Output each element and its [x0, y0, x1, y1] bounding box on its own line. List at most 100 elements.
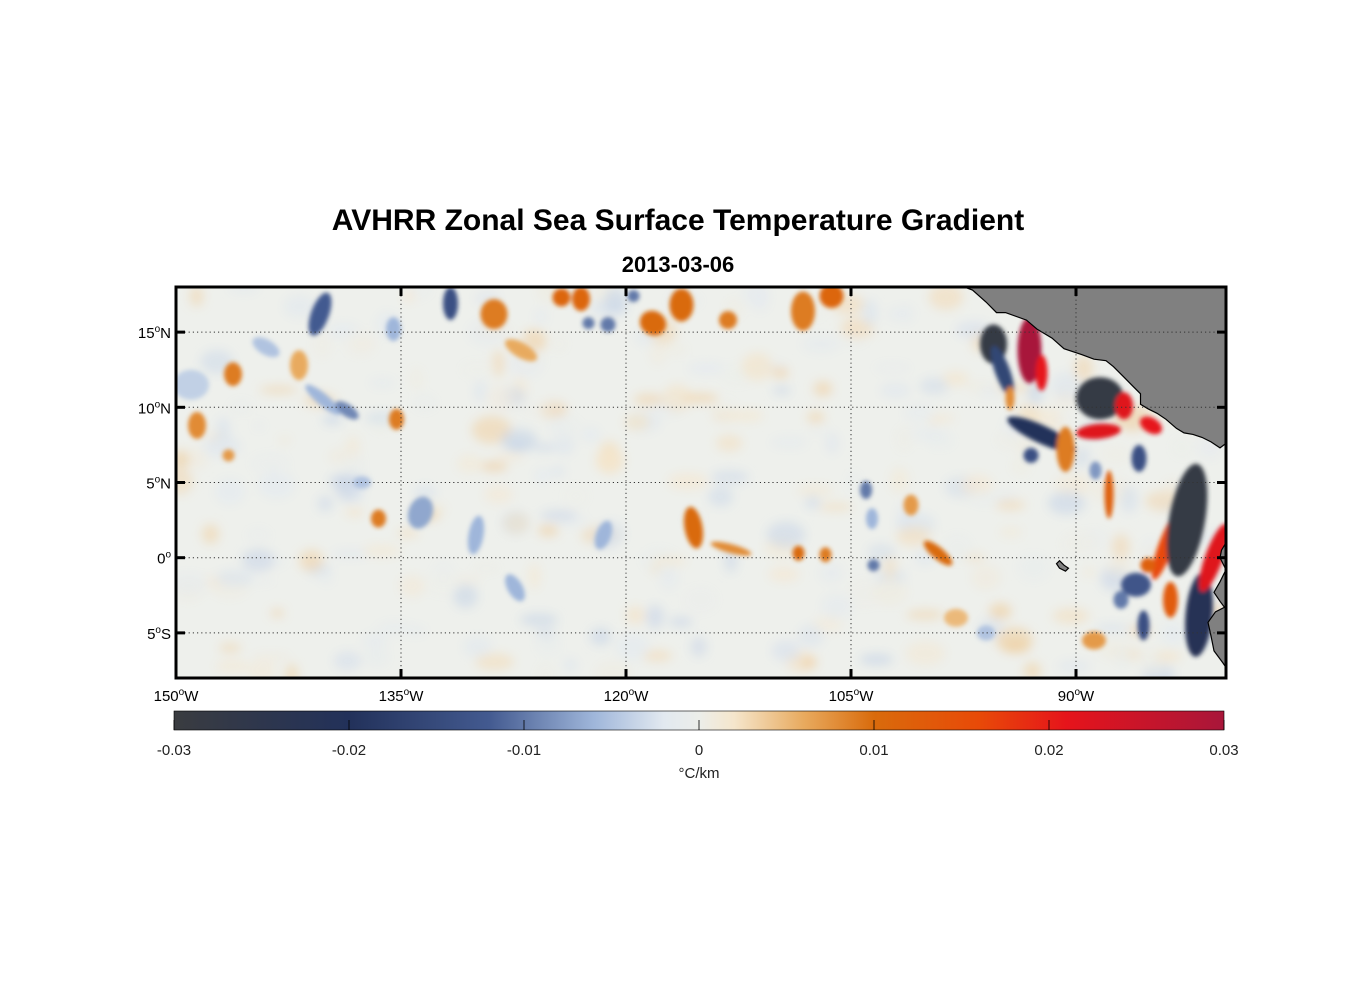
- gradient-feature: [1115, 392, 1133, 420]
- lon-label: 150oW: [154, 687, 200, 705]
- gradient-feature: [866, 508, 878, 530]
- gradient-feature: [819, 287, 844, 308]
- gradient-feature: [176, 369, 209, 400]
- gradient-feature: [1140, 557, 1156, 573]
- map-subtitle: 2013-03-06: [621, 252, 735, 277]
- gradient-features: [176, 287, 1226, 657]
- lat-label-hemisphere: S: [161, 626, 171, 643]
- lat-label-hemisphere: N: [160, 476, 171, 493]
- gradient-feature: [443, 287, 458, 320]
- gradient-feature: [1005, 386, 1015, 411]
- gradient-feature: [224, 362, 242, 387]
- gradient-feature: [990, 345, 1015, 397]
- gradient-feature: [1163, 581, 1178, 618]
- gradient-feature: [386, 317, 401, 342]
- lon-label-value: 105: [829, 688, 854, 705]
- colorbar-tick-label: -0.01: [507, 742, 541, 759]
- gradient-feature: [627, 290, 640, 302]
- graticule: [176, 287, 1226, 678]
- lat-label-hemisphere: N: [160, 325, 171, 342]
- colorbar-ticks: -0.03 -0.02 -0.01 0 0.01 0.02 0.03: [157, 720, 1239, 759]
- gradient-feature: [1121, 572, 1151, 597]
- lat-label: 15oN: [138, 324, 171, 342]
- gradient-feature: [252, 337, 280, 358]
- gradient-feature: [923, 540, 953, 566]
- degree-mark: o: [629, 687, 635, 698]
- degree-mark: o: [155, 399, 161, 410]
- gradient-feature: [371, 509, 386, 528]
- gradient-feature: [903, 494, 919, 516]
- lon-label-value: 120: [604, 688, 629, 705]
- lon-label-value: 150: [154, 688, 179, 705]
- lat-label-value: 0: [157, 551, 165, 568]
- axis-ticks: [174, 287, 1226, 678]
- gradient-feature: [669, 288, 694, 322]
- gradient-feature: [719, 311, 737, 330]
- longitude-labels: 150oW 135oW 120oW 105oW 90oW: [154, 687, 1095, 705]
- gradient-feature: [1089, 461, 1102, 480]
- gradient-feature: [480, 299, 508, 330]
- colorbar-tick-label: -0.03: [157, 742, 191, 759]
- gradient-feature: [944, 608, 968, 627]
- gradient-feature: [1137, 610, 1150, 641]
- gradient-feature: [308, 292, 332, 336]
- gradient-feature: [1023, 447, 1039, 463]
- degree-mark: o: [165, 550, 171, 561]
- gradient-feature: [290, 350, 308, 381]
- lat-label-value: 15: [138, 325, 155, 342]
- gradient-feature: [582, 317, 595, 330]
- gradient-feature: [222, 449, 235, 462]
- gradient-feature: [1113, 590, 1129, 609]
- gradient-feature: [977, 625, 995, 641]
- degree-mark: o: [854, 687, 860, 698]
- gradient-feature: [683, 506, 704, 549]
- lat-label: 0o: [157, 550, 171, 568]
- gradient-feature: [1056, 426, 1075, 472]
- gradient-feature: [552, 288, 571, 307]
- gradient-feature: [407, 496, 434, 529]
- gradient-feature: [505, 574, 525, 602]
- gradient-feature: [1166, 463, 1208, 577]
- gradient-feature: [1131, 444, 1147, 472]
- lon-label-hemisphere: W: [859, 688, 874, 705]
- gradient-feature: [1104, 470, 1114, 519]
- degree-mark: o: [155, 625, 161, 636]
- degree-mark: o: [155, 324, 161, 335]
- gradient-feature: [1139, 416, 1163, 435]
- background-texture: [176, 287, 1226, 678]
- colorbar-tick-label: 0.03: [1209, 742, 1238, 759]
- degree-mark: o: [1074, 687, 1080, 698]
- lon-label: 105oW: [829, 687, 875, 705]
- gradient-feature: [335, 401, 359, 420]
- gradient-feature: [867, 559, 880, 572]
- gradient-feature: [188, 411, 206, 439]
- lon-label-value: 90: [1058, 688, 1075, 705]
- lon-label-hemisphere: W: [634, 688, 649, 705]
- colorbar-tick-label: 0.02: [1034, 742, 1063, 759]
- colorbar-tick-label: 0: [695, 742, 703, 759]
- lat-label-hemisphere: N: [160, 400, 171, 417]
- lat-label-value: 5: [147, 626, 155, 643]
- lon-label: 135oW: [379, 687, 425, 705]
- gradient-feature: [1082, 631, 1106, 650]
- map-area: [176, 287, 1226, 678]
- land-central-america: [962, 287, 1226, 449]
- gradient-feature: [791, 291, 815, 331]
- lat-label-value: 5: [146, 476, 154, 493]
- gradient-feature: [467, 515, 485, 555]
- colorbar-tick-label: 0.01: [859, 742, 888, 759]
- colorbar-tick-label: -0.02: [332, 742, 366, 759]
- lon-label-value: 135: [379, 688, 404, 705]
- gradient-feature: [572, 287, 590, 311]
- degree-mark: o: [179, 687, 185, 698]
- degree-mark: o: [404, 687, 410, 698]
- gradient-feature: [504, 339, 538, 362]
- gradient-feature: [1076, 423, 1121, 440]
- lon-label: 90oW: [1058, 687, 1095, 705]
- gradient-feature: [710, 541, 752, 556]
- gradient-feature: [639, 310, 667, 336]
- lon-label: 120oW: [604, 687, 650, 705]
